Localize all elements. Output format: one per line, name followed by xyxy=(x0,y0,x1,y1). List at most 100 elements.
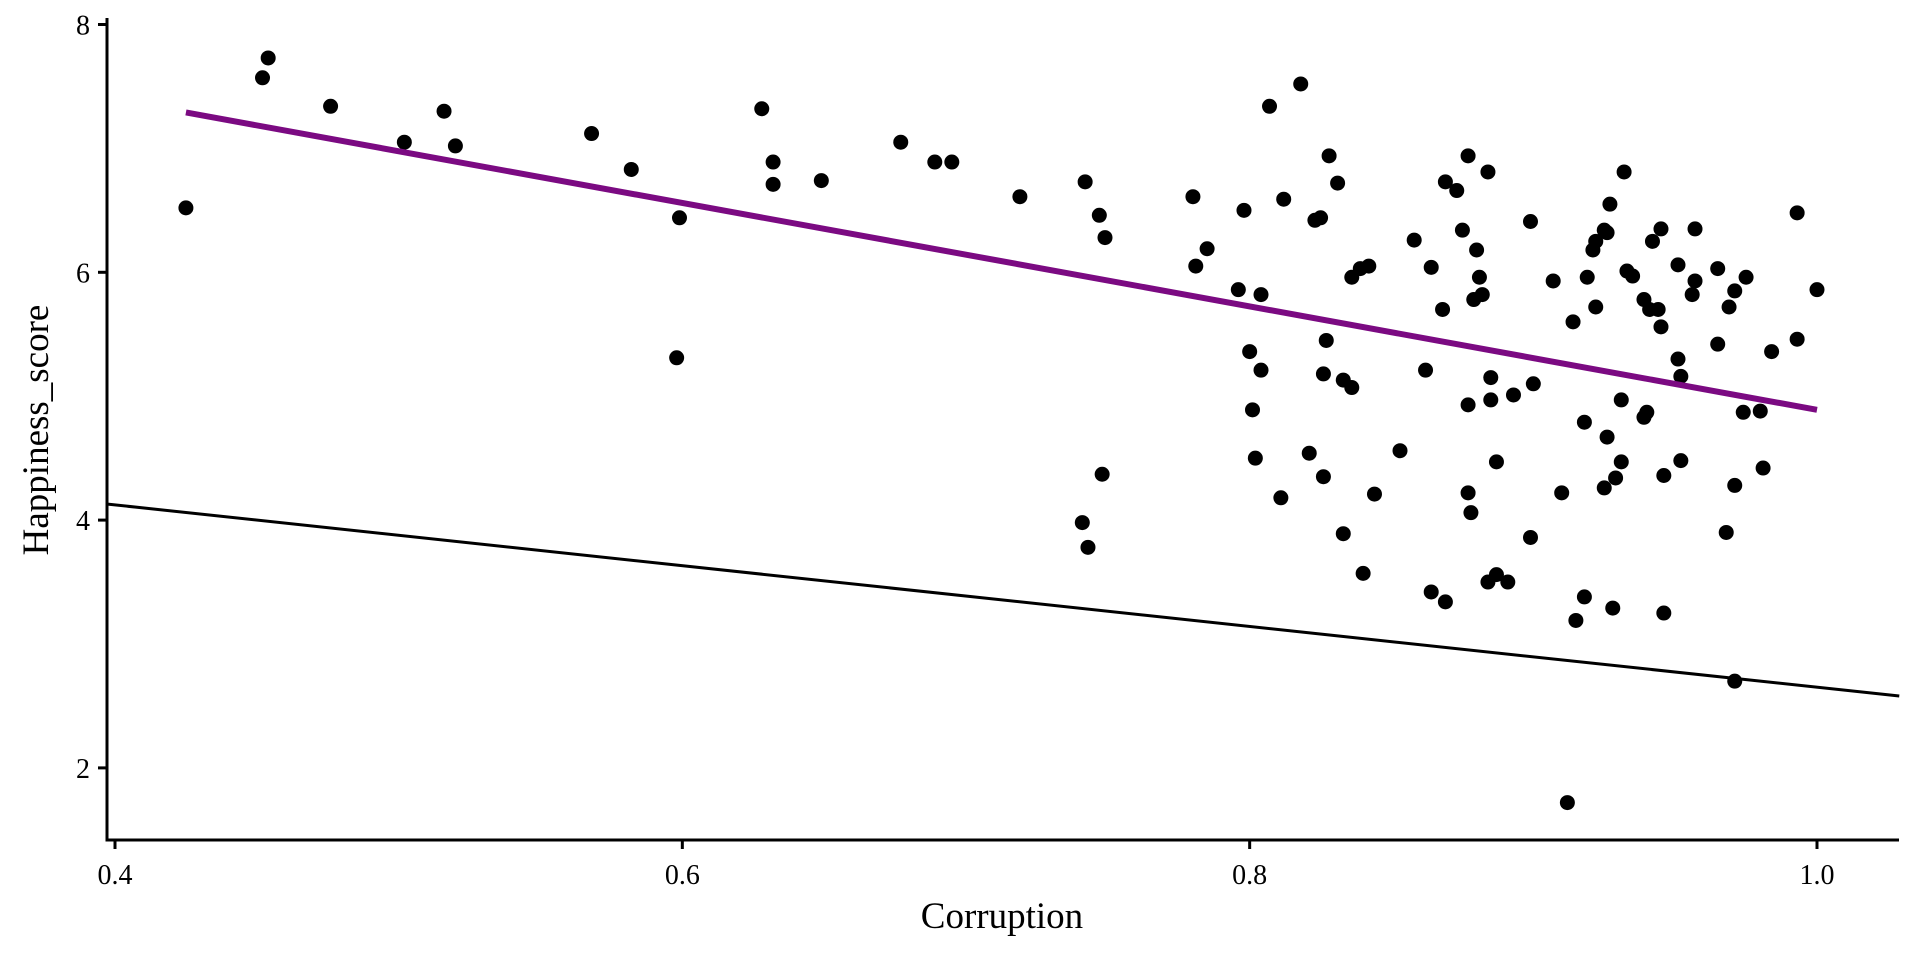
data-point xyxy=(1435,301,1451,317)
data-point xyxy=(1545,273,1561,289)
data-point xyxy=(1599,429,1615,445)
data-point xyxy=(1418,362,1434,378)
data-point xyxy=(1474,287,1490,303)
data-point xyxy=(1588,299,1604,315)
data-point xyxy=(1809,282,1825,298)
y-axis-title: Happiness_score xyxy=(16,305,57,556)
data-point xyxy=(1449,183,1465,199)
data-point xyxy=(1262,98,1278,114)
data-point xyxy=(1330,175,1346,191)
data-point xyxy=(1670,351,1686,367)
data-point xyxy=(1625,268,1641,284)
reference-line xyxy=(106,502,1900,698)
data-point xyxy=(1650,301,1666,317)
data-point xyxy=(1721,299,1737,315)
data-point xyxy=(260,50,276,66)
data-point xyxy=(1423,259,1439,275)
data-point xyxy=(1080,539,1096,555)
data-point xyxy=(1355,565,1371,581)
data-point xyxy=(1242,344,1258,360)
data-point xyxy=(1480,574,1496,590)
data-point xyxy=(1094,466,1110,482)
x-tick-label: 1.0 xyxy=(1800,860,1835,891)
data-point xyxy=(1727,283,1743,299)
data-point xyxy=(1644,233,1660,249)
y-tick-label: 4 xyxy=(76,506,90,537)
x-tick-label: 0.6 xyxy=(665,860,700,891)
data-point xyxy=(1230,282,1246,298)
data-point xyxy=(1568,612,1584,628)
data-point xyxy=(1185,189,1201,205)
x-ticks: 0.4 0.6 0.8 1.0 xyxy=(98,841,1835,891)
data-point xyxy=(1437,594,1453,610)
data-point xyxy=(1301,445,1317,461)
data-point xyxy=(1188,258,1204,274)
data-point xyxy=(1522,214,1538,230)
data-point xyxy=(623,161,639,177)
data-point xyxy=(1423,584,1439,600)
data-point xyxy=(1656,467,1672,483)
data-point xyxy=(1752,403,1768,419)
data-point xyxy=(893,134,909,150)
data-point xyxy=(255,70,271,86)
data-point xyxy=(944,154,960,170)
y-tick-label: 8 xyxy=(76,11,90,42)
data-point xyxy=(1315,366,1331,382)
data-point xyxy=(1616,164,1632,180)
y-tick-label: 6 xyxy=(76,258,90,289)
data-point xyxy=(1361,258,1377,274)
data-point xyxy=(1653,319,1669,335)
data-point xyxy=(1488,454,1504,470)
data-point xyxy=(1315,469,1331,485)
data-point xyxy=(1077,174,1093,190)
data-point xyxy=(1670,257,1686,273)
data-point xyxy=(1471,269,1487,285)
data-point xyxy=(1727,673,1743,689)
data-point xyxy=(1613,392,1629,408)
data-point xyxy=(1755,460,1771,476)
data-point xyxy=(1236,202,1252,218)
data-point xyxy=(1335,526,1351,542)
data-point xyxy=(447,138,463,154)
data-point xyxy=(1500,574,1516,590)
data-point xyxy=(1718,524,1734,540)
data-point xyxy=(813,173,829,189)
data-point xyxy=(323,98,339,114)
data-point xyxy=(1454,222,1470,238)
data-point xyxy=(436,103,452,119)
data-point xyxy=(1469,242,1485,258)
data-point xyxy=(1738,269,1754,285)
data-point xyxy=(1293,76,1309,92)
data-point xyxy=(1687,221,1703,237)
x-tick-label: 0.4 xyxy=(98,860,133,891)
data-point xyxy=(1653,221,1669,237)
data-point xyxy=(1318,332,1334,348)
data-point xyxy=(1727,477,1743,493)
data-point xyxy=(1245,402,1261,418)
data-point xyxy=(1639,404,1655,420)
data-point xyxy=(671,210,687,226)
data-point xyxy=(1483,392,1499,408)
data-point xyxy=(396,134,412,150)
data-point xyxy=(1247,450,1263,466)
data-point xyxy=(1673,368,1689,384)
data-point xyxy=(1525,376,1541,392)
y-tick-label: 2 xyxy=(76,754,90,785)
data-point xyxy=(1710,336,1726,352)
data-point xyxy=(1588,233,1604,249)
data-point xyxy=(1253,362,1269,378)
x-axis-title: Corruption xyxy=(921,896,1083,937)
data-point xyxy=(178,200,194,216)
data-point xyxy=(1764,344,1780,360)
data-point xyxy=(584,126,600,142)
data-point xyxy=(1576,414,1592,430)
data-point xyxy=(669,350,685,366)
y-ticks: 2 4 6 8 xyxy=(76,11,106,785)
data-point xyxy=(1687,273,1703,289)
data-point xyxy=(1012,189,1028,205)
data-point xyxy=(1522,529,1538,545)
data-point xyxy=(1579,269,1595,285)
data-point xyxy=(1460,148,1476,164)
data-point xyxy=(1406,232,1422,248)
